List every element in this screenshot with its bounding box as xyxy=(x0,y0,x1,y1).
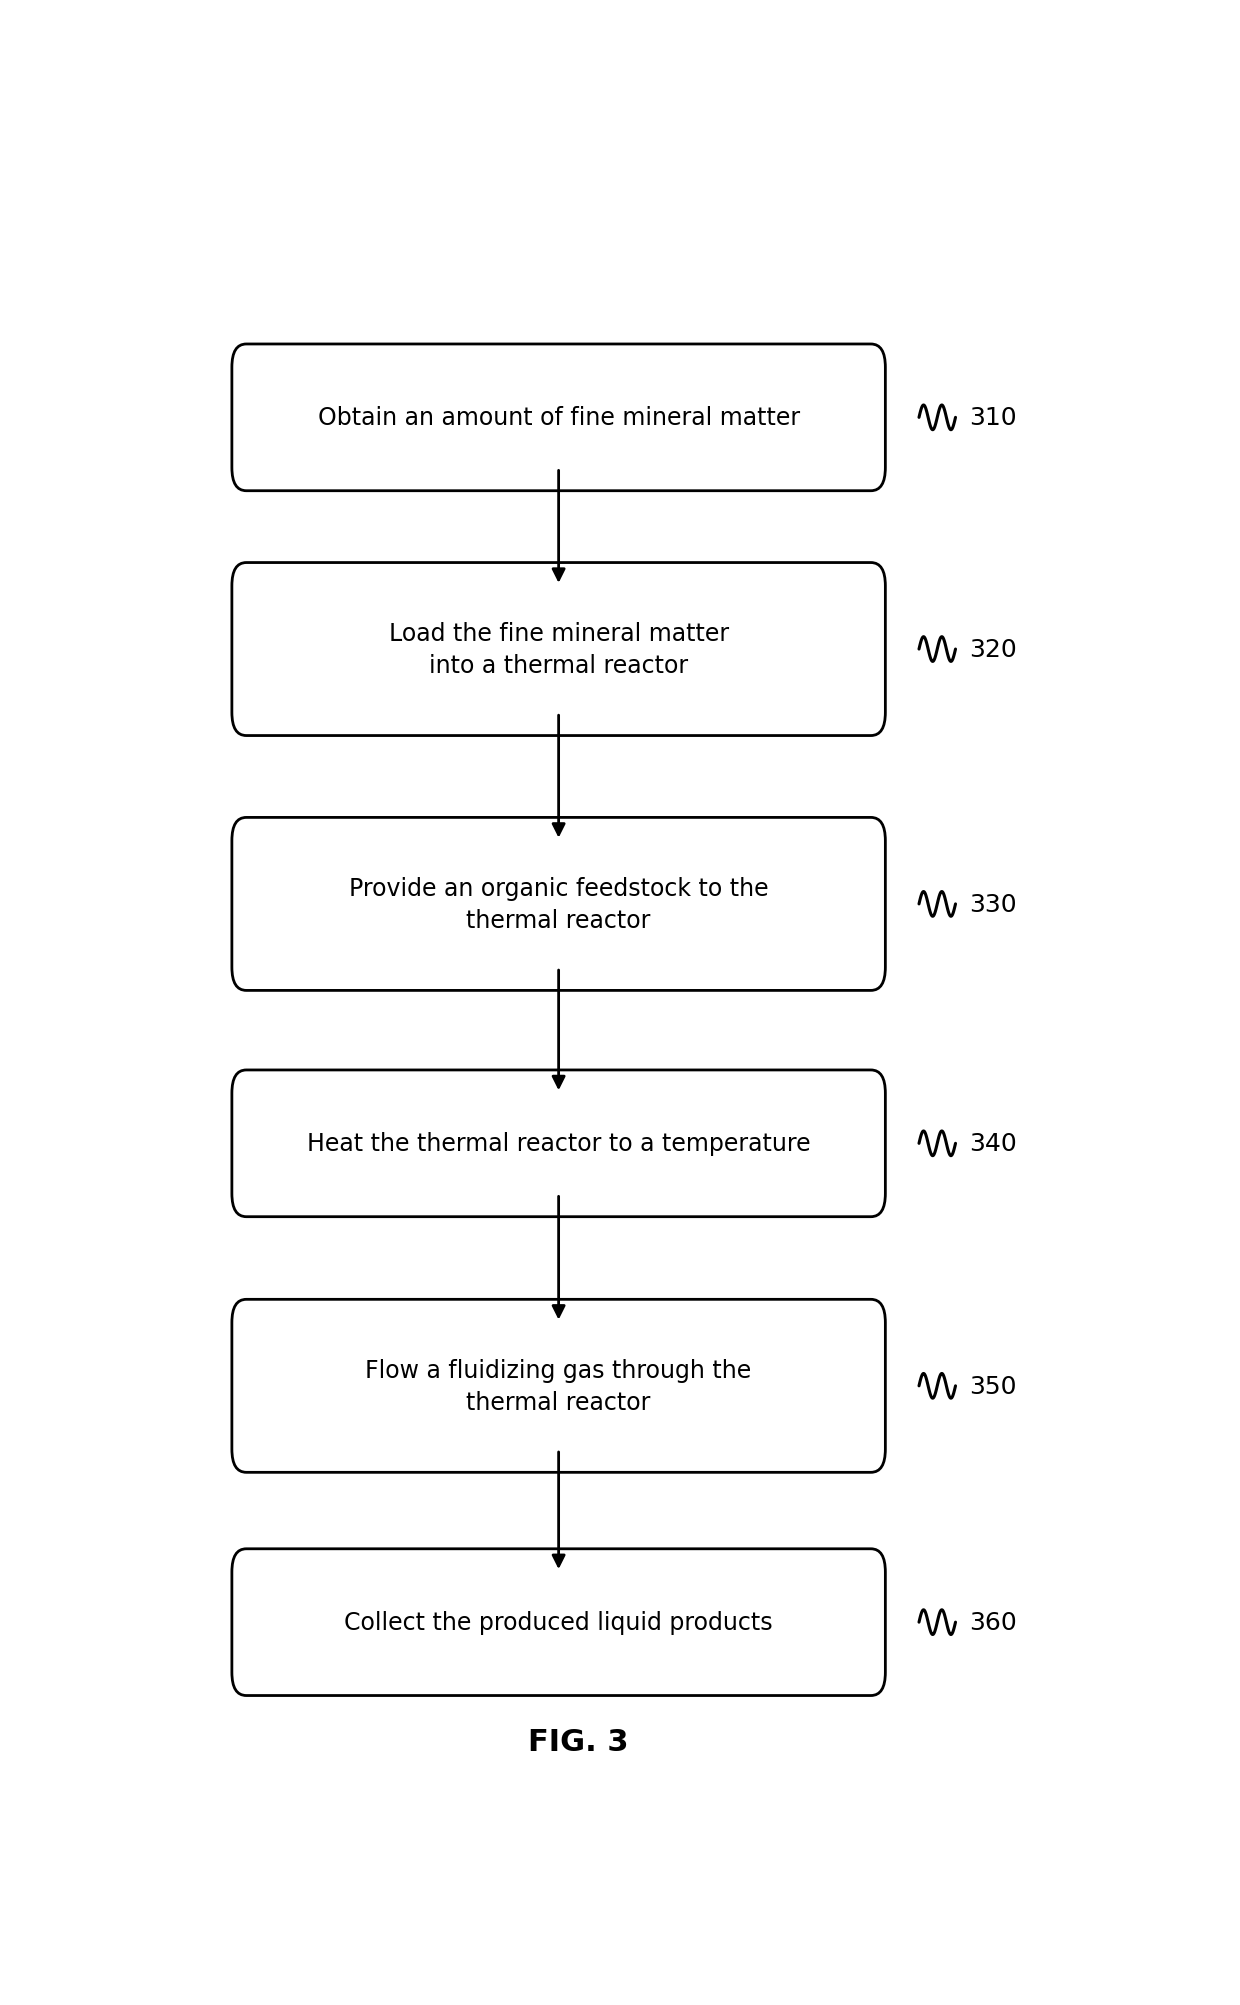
Text: Heat the thermal reactor to a temperature: Heat the thermal reactor to a temperatur… xyxy=(306,1131,811,1155)
Text: Provide an organic feedstock to the: Provide an organic feedstock to the xyxy=(348,876,769,900)
Text: Collect the produced liquid products: Collect the produced liquid products xyxy=(345,1610,773,1634)
Text: 360: 360 xyxy=(968,1610,1017,1634)
Text: thermal reactor: thermal reactor xyxy=(466,1389,651,1414)
FancyBboxPatch shape xyxy=(232,1071,885,1217)
Text: Load the fine mineral matter: Load the fine mineral matter xyxy=(388,622,729,646)
Text: FIG. 3: FIG. 3 xyxy=(527,1726,629,1756)
FancyBboxPatch shape xyxy=(232,345,885,491)
Text: 320: 320 xyxy=(968,638,1017,662)
FancyBboxPatch shape xyxy=(232,818,885,990)
Text: into a thermal reactor: into a thermal reactor xyxy=(429,654,688,678)
FancyBboxPatch shape xyxy=(232,1550,885,1696)
Text: Obtain an amount of fine mineral matter: Obtain an amount of fine mineral matter xyxy=(317,407,800,431)
Text: thermal reactor: thermal reactor xyxy=(466,908,651,932)
Text: 330: 330 xyxy=(968,892,1017,916)
Text: 350: 350 xyxy=(968,1373,1017,1397)
Text: 310: 310 xyxy=(968,407,1017,431)
FancyBboxPatch shape xyxy=(232,563,885,736)
Text: 340: 340 xyxy=(968,1131,1017,1155)
FancyBboxPatch shape xyxy=(232,1299,885,1472)
Text: Flow a fluidizing gas through the: Flow a fluidizing gas through the xyxy=(366,1357,751,1381)
